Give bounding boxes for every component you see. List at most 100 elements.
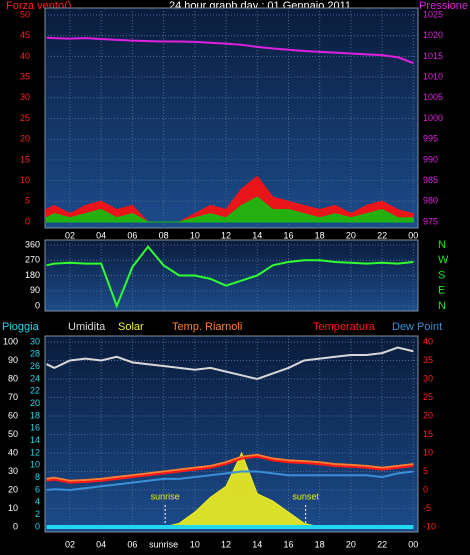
- x-tick-label: 22: [377, 539, 387, 549]
- x-tick-label: 10: [190, 539, 200, 549]
- y2-tick-label: 990: [423, 154, 438, 164]
- y-tick-label: 180: [25, 270, 40, 280]
- x-tick-label: 20: [346, 230, 356, 240]
- y2-tick-label: 30: [423, 373, 433, 383]
- y-tick-label: 20: [8, 484, 18, 494]
- annotation: sunrise: [151, 491, 180, 501]
- legend-entry: Temperatura: [313, 321, 376, 333]
- x-tick-label: 06: [127, 539, 137, 549]
- y2-tick-label: 980: [423, 196, 438, 206]
- y3-tick-label: 12: [30, 447, 40, 457]
- legend-entry: Temp. Riarnoli: [172, 321, 242, 333]
- y2-tick-label: 35: [423, 355, 433, 365]
- line: [46, 455, 414, 484]
- y3-tick-label: 20: [30, 398, 40, 408]
- y-tick-label: 270: [25, 255, 40, 265]
- y3-tick-label: 4: [35, 497, 40, 507]
- x-tick-label: 18: [315, 230, 325, 240]
- legend-entry: Pioggia: [2, 321, 40, 333]
- y2-tick-label: 1005: [423, 92, 443, 102]
- legend-entry: Dew Point: [392, 321, 442, 333]
- y-tick-label: 5: [25, 196, 30, 206]
- y-tick-label: 360: [25, 239, 40, 249]
- y2-tick-label: 1025: [423, 9, 443, 19]
- y2-tick-label: 0: [423, 484, 428, 494]
- y2-tick-label: W: [438, 254, 449, 266]
- y2-tick-label: N: [438, 239, 446, 251]
- x-tick-label: 22: [377, 230, 387, 240]
- y2-tick-label: -10: [423, 521, 436, 531]
- y2-tick-label: 15: [423, 429, 433, 439]
- y2-tick-label: -5: [423, 503, 431, 513]
- x-tick-label: 16: [283, 539, 293, 549]
- x-tick-label: 02: [65, 539, 75, 549]
- y2-tick-label: 1000: [423, 113, 443, 123]
- y-tick-label: 90: [30, 285, 40, 295]
- y2-axis-title: Pressione: [419, 0, 468, 12]
- x-tick-label: 08: [159, 230, 169, 240]
- y-tick-label: 10: [20, 175, 30, 185]
- annotation: sunset: [292, 491, 319, 501]
- y3-tick-label: 10: [30, 460, 40, 470]
- y3-tick-label: 0: [35, 521, 40, 531]
- y3-tick-label: 14: [30, 435, 40, 445]
- legend-entry: Solar: [118, 321, 144, 333]
- x-tick-label: 14: [252, 230, 262, 240]
- x-tick-label: 04: [96, 230, 106, 240]
- x-tick-label: 10: [190, 230, 200, 240]
- x-tick-label: 02: [65, 230, 75, 240]
- y3-tick-label: 6: [35, 484, 40, 494]
- y2-tick-label: E: [438, 285, 445, 297]
- y2-tick-label: 995: [423, 134, 438, 144]
- y-tick-label: 50: [20, 9, 30, 19]
- y-tick-label: 60: [8, 410, 18, 420]
- y-tick-label: 45: [20, 30, 30, 40]
- y2-tick-label: 1015: [423, 51, 443, 61]
- x-tick-label: 04: [96, 539, 106, 549]
- y3-tick-label: 28: [30, 349, 40, 359]
- x-tick-label: 20: [346, 539, 356, 549]
- y-tick-label: 0: [25, 216, 30, 226]
- x-tick-label: 14: [252, 539, 262, 549]
- chart-title: 24 hour graph day : 01 Gennaio 2011: [169, 0, 351, 12]
- y3-tick-label: 30: [30, 336, 40, 346]
- y-tick-label: 40: [8, 447, 18, 457]
- y-tick-label: 80: [8, 373, 18, 383]
- x-tick-label: 12: [221, 230, 231, 240]
- y3-tick-label: 18: [30, 410, 40, 420]
- y3-tick-label: 16: [30, 423, 40, 433]
- line: [46, 36, 414, 64]
- x-tick-label: 00: [408, 539, 418, 549]
- y-axis-title: Forza vento(): [6, 0, 71, 12]
- y-tick-label: 0: [13, 521, 18, 531]
- y2-tick-label: N: [438, 300, 446, 312]
- y3-tick-label: 8: [35, 472, 40, 482]
- y2-tick-label: 975: [423, 216, 438, 226]
- y-tick-label: 35: [20, 71, 30, 81]
- y3-tick-label: 2: [35, 509, 40, 519]
- line: [46, 346, 414, 381]
- y-tick-label: 20: [20, 134, 30, 144]
- y2-tick-label: 20: [423, 410, 433, 420]
- y2-tick-label: 985: [423, 175, 438, 185]
- y-tick-label: 50: [8, 429, 18, 439]
- y-tick-label: 90: [8, 355, 18, 365]
- x-tick-label: 18: [315, 539, 325, 549]
- y-tick-label: 30: [8, 466, 18, 476]
- y2-tick-label: 5: [423, 466, 428, 476]
- line: [46, 470, 414, 492]
- y3-tick-label: 26: [30, 361, 40, 371]
- y2-tick-label: 10: [423, 447, 433, 457]
- y3-tick-label: 22: [30, 386, 40, 396]
- y-tick-label: 10: [8, 503, 18, 513]
- y-tick-label: 15: [20, 154, 30, 164]
- x-tick-label: 16: [283, 230, 293, 240]
- y2-tick-label: 40: [423, 336, 433, 346]
- y2-tick-label: 1020: [423, 30, 443, 40]
- x-tick-label: 12: [221, 539, 231, 549]
- y-tick-label: 100: [3, 336, 18, 346]
- line: [46, 453, 414, 482]
- y2-tick-label: 25: [423, 392, 433, 402]
- x-tick-label: 00: [408, 230, 418, 240]
